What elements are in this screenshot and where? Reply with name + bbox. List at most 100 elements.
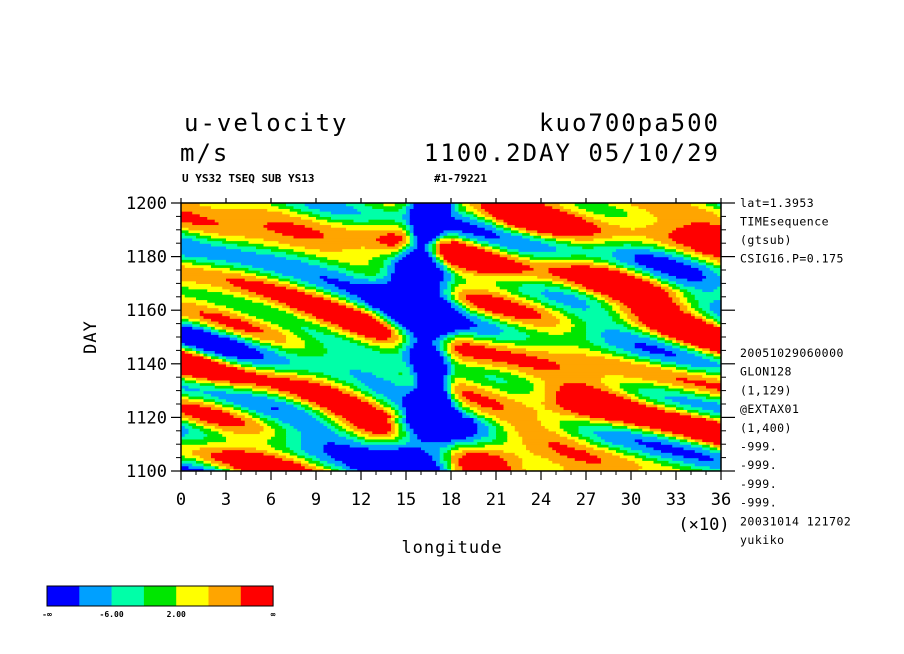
heatmap-cell [286,203,306,207]
heatmap-cell [649,270,662,274]
heatmap-cell [458,232,475,236]
heatmap-cell [233,401,287,405]
heatmap-cell [323,446,370,451]
heatmap-cell [623,302,677,306]
heatmap-cell [188,465,205,469]
heatmap-cell [211,283,235,287]
heatmap-cell [514,315,542,319]
heatmap-cell [323,331,340,335]
heatmap-cell [477,213,486,217]
heatmap-cell [181,369,246,373]
heatmap-cell [338,259,370,263]
heatmap-cell [578,288,587,293]
heatmap-cell [413,205,452,209]
heatmap-cell [563,283,572,287]
heatmap-cell [308,404,313,408]
heatmap-cell [364,310,373,314]
heatmap-cell [582,283,655,287]
heatmap-cell [664,339,673,343]
heatmap-cell [473,205,482,209]
heatmap-cell [552,446,576,451]
heatmap-cell [683,310,692,314]
heatmap-cell [503,312,542,317]
heatmap-cell [402,401,452,405]
heatmap-cell [387,326,392,330]
heatmap-cell [503,328,520,333]
heatmap-cell [233,363,242,368]
heatmap-cell [709,307,721,311]
heatmap-cell [406,428,415,432]
heatmap-cell [454,366,486,370]
heatmap-cell [379,253,396,258]
heatmap-cell [267,449,283,453]
heatmap-cell [252,342,261,346]
heatmap-cell [612,422,625,427]
heatmap-cell [454,280,467,284]
heatmap-cell [364,272,377,276]
heatmap-cell [192,353,201,357]
heatmap-cell [304,318,317,322]
heatmap-cell [203,390,227,394]
heatmap-cell [443,457,452,461]
heatmap-cell [574,414,591,418]
x-tick-label: 15 [396,490,416,510]
heatmap-cell [679,347,688,351]
heatmap-cell [526,229,538,234]
heatmap-cell [597,296,606,301]
heatmap-cell [406,245,411,250]
heatmap-cell [664,404,677,408]
heatmap-cell [616,310,625,314]
heatmap-cell [709,444,715,448]
heatmap-cell [559,452,591,456]
heatmap-cell [496,323,508,327]
heatmap-cell [713,457,721,461]
heatmap-cell [286,256,310,260]
colorbar-swatch [176,586,209,606]
heatmap-cell [559,385,595,389]
heatmap-cell [323,353,403,357]
heatmap-cell [556,323,576,327]
heatmap-cell [578,425,613,429]
heatmap-cell [387,272,392,276]
heatmap-cell [286,393,298,397]
heatmap-cell [188,420,197,424]
heatmap-cell [237,361,253,365]
heatmap-cell [499,331,527,335]
heatmap-cell [462,401,467,405]
heatmap-cell [211,318,242,322]
heatmap-cell [304,283,317,287]
heatmap-cell [447,350,452,354]
heatmap-cell [286,430,302,435]
heatmap-cell [357,302,366,306]
heatmap-cell [661,462,681,467]
heatmap-cell [259,414,272,418]
heatmap-cell [379,307,456,311]
heatmap-cell [406,441,456,445]
heatmap-cell [586,449,606,453]
heatmap-cell [278,393,287,397]
heatmap-cell [308,256,328,260]
heatmap-cell [717,203,721,207]
heatmap-cell [394,430,400,435]
heatmap-cell [443,361,452,365]
heatmap-cell [327,377,340,381]
heatmap-cell [627,304,681,309]
heatmap-cell [642,377,677,381]
heatmap-cell [383,323,392,327]
heatmap-cell [529,256,602,260]
heatmap-cell [274,430,287,435]
heatmap-cell [608,259,621,263]
heatmap-cell [548,302,565,306]
heatmap-cell [451,468,456,471]
heatmap-cell [593,211,628,215]
heatmap-cell [372,310,377,314]
heatmap-cell [301,446,325,451]
heatmap-cell [289,361,407,365]
heatmap-cell [507,361,557,365]
heatmap-cell [274,302,287,306]
heatmap-cell [544,304,557,309]
heatmap-cell [447,334,456,338]
heatmap-cell [436,345,441,349]
heatmap-cell [676,337,721,341]
heatmap-cell [199,320,208,325]
